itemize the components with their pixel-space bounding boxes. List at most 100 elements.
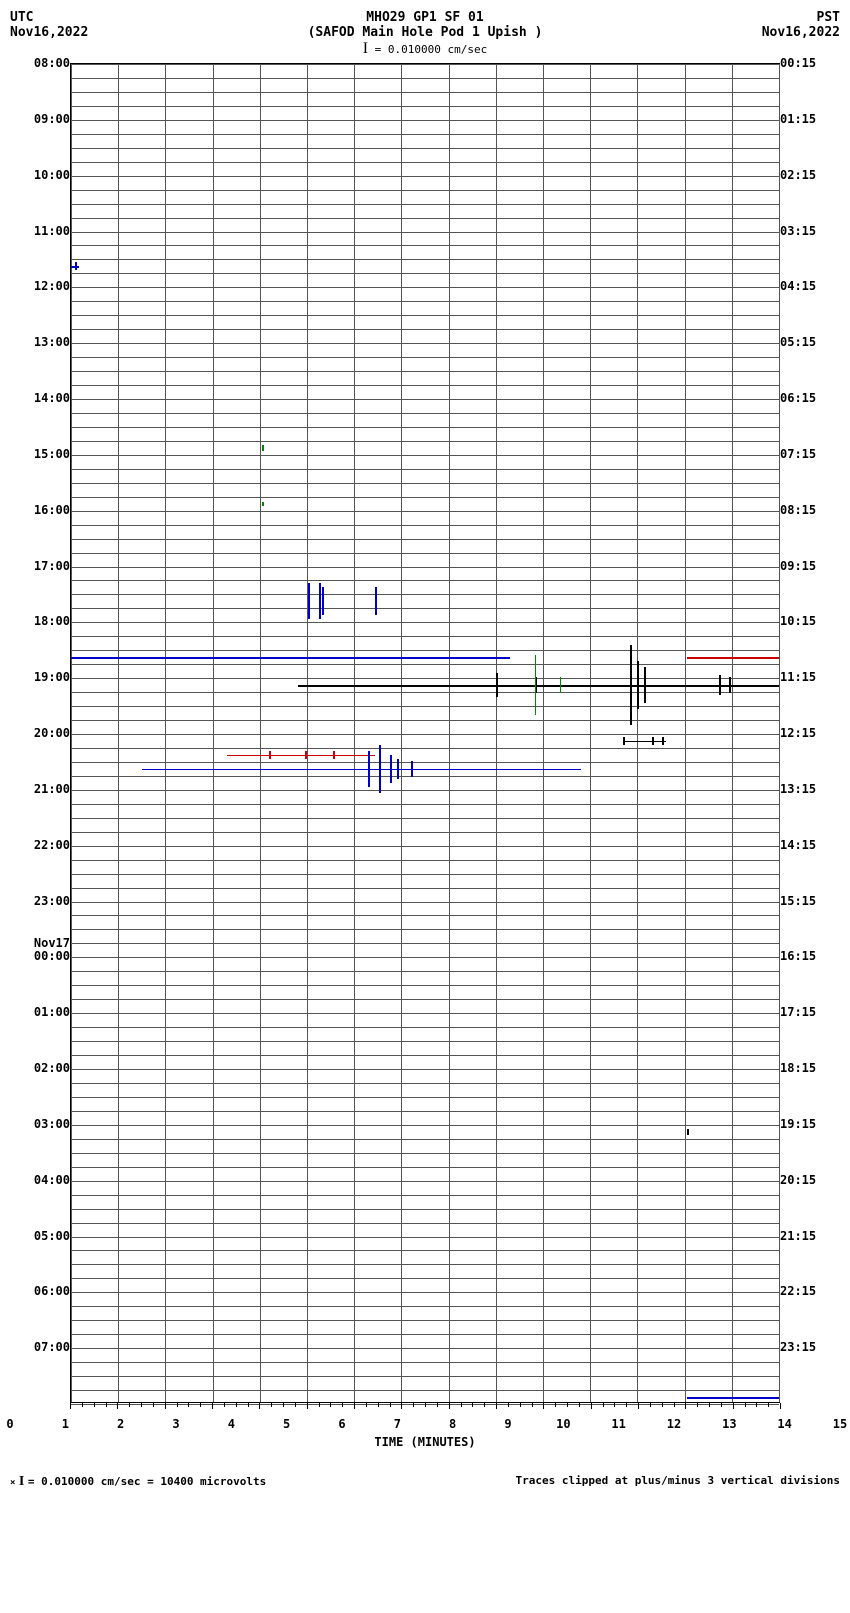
- grid-hline: [71, 1264, 779, 1265]
- grid-hline: [71, 441, 779, 442]
- grid-hline: [71, 762, 779, 763]
- grid-vline: [401, 64, 402, 1402]
- grid-hline: [71, 78, 779, 79]
- x-tick-label: 14: [777, 1417, 791, 1431]
- grid-hline: [71, 1167, 779, 1168]
- trace-spike: [305, 751, 307, 759]
- trace-segment: [687, 1397, 779, 1399]
- left-hour-label: 17:00: [34, 559, 70, 573]
- x-tick-label: 3: [172, 1417, 179, 1431]
- grid-hline: [71, 413, 779, 414]
- y-labels-left: 08:0009:0010:0011:0012:0013:0014:0015:00…: [10, 63, 70, 1403]
- right-hour-label: 23:15: [780, 1340, 816, 1354]
- grid-hline: [71, 148, 779, 149]
- right-hour-label: 22:15: [780, 1284, 816, 1298]
- left-hour-label: 14:00: [34, 391, 70, 405]
- x-tick: [177, 1403, 178, 1407]
- grid-hline: [71, 1250, 779, 1251]
- trace-segment: [227, 755, 376, 757]
- x-tick: [366, 1403, 367, 1407]
- grid-hline: [71, 64, 779, 65]
- grid-hline: [71, 943, 779, 944]
- grid-hline: [71, 399, 779, 400]
- right-hour-label: 12:15: [780, 726, 816, 740]
- grid-hline: [71, 371, 779, 372]
- grid-hline: [71, 929, 779, 930]
- grid-hline: [71, 790, 779, 791]
- x-tick: [390, 1403, 391, 1407]
- trace-segment: [623, 741, 665, 743]
- x-tick: [555, 1403, 556, 1407]
- right-hour-label: 06:15: [780, 391, 816, 405]
- x-tick: [307, 1403, 308, 1409]
- grid-hline: [71, 734, 779, 735]
- x-tick-label: 11: [611, 1417, 625, 1431]
- right-hour-label: 01:15: [780, 112, 816, 126]
- x-tick-label: 8: [449, 1417, 456, 1431]
- x-tick: [579, 1403, 580, 1407]
- x-tick: [508, 1403, 509, 1407]
- grid-hline: [71, 580, 779, 581]
- x-tick: [129, 1403, 130, 1407]
- grid-vline: [496, 64, 497, 1402]
- grid-hline: [71, 999, 779, 1000]
- right-hour-label: 21:15: [780, 1229, 816, 1243]
- x-tick: [650, 1403, 651, 1407]
- grid-hline: [71, 1125, 779, 1126]
- left-hour-label: 09:00: [34, 112, 70, 126]
- x-tick: [70, 1403, 71, 1409]
- grid-hline: [71, 120, 779, 121]
- title-2: (SAFOD Main Hole Pod 1 Upish ): [88, 25, 761, 40]
- trace-segment: [298, 685, 779, 687]
- grid-hline: [71, 329, 779, 330]
- x-tick: [461, 1403, 462, 1407]
- trace-spike: [687, 1129, 689, 1135]
- grid-hline: [71, 1306, 779, 1307]
- left-hour-label: 16:00: [34, 503, 70, 517]
- grid-vline: [637, 64, 638, 1402]
- tz-right: PST: [762, 10, 840, 25]
- right-hour-label: 13:15: [780, 782, 816, 796]
- x-tick: [745, 1403, 746, 1407]
- grid-hline: [71, 106, 779, 107]
- grid-hline: [71, 469, 779, 470]
- x-tick: [94, 1403, 95, 1407]
- grid-vline: [685, 64, 686, 1402]
- x-tick: [153, 1403, 154, 1407]
- x-tick: [674, 1403, 675, 1407]
- grid-hline: [71, 1195, 779, 1196]
- grid-hline: [71, 1237, 779, 1238]
- trace-spike: [729, 677, 731, 693]
- trace-spike: [719, 675, 721, 695]
- grid-hline: [71, 287, 779, 288]
- grid-hline: [71, 594, 779, 595]
- grid-hline: [71, 1139, 779, 1140]
- grid-hline: [71, 915, 779, 916]
- left-hour-label: 04:00: [34, 1173, 70, 1187]
- x-tick-label: 1: [62, 1417, 69, 1431]
- right-hour-label: 15:15: [780, 894, 816, 908]
- right-hour-label: 18:15: [780, 1061, 816, 1075]
- trace-spike: [652, 737, 654, 745]
- right-hour-label: 14:15: [780, 838, 816, 852]
- grid-hline: [71, 357, 779, 358]
- grid-hline: [71, 1041, 779, 1042]
- grid-hline: [71, 301, 779, 302]
- right-hour-label: 19:15: [780, 1117, 816, 1131]
- x-tick: [721, 1403, 722, 1407]
- grid-hline: [71, 427, 779, 428]
- grid-hline: [71, 720, 779, 721]
- right-hour-label: 10:15: [780, 614, 816, 628]
- grid-hline: [71, 888, 779, 889]
- grid-hline: [71, 511, 779, 512]
- x-tick-label: 4: [228, 1417, 235, 1431]
- x-tick: [567, 1403, 568, 1407]
- x-tick: [200, 1403, 201, 1407]
- x-tick: [543, 1403, 544, 1409]
- grid-hline: [71, 902, 779, 903]
- x-tick: [449, 1403, 450, 1409]
- grid-hline: [71, 1334, 779, 1335]
- footer-left: × I = 0.010000 cm/sec = 10400 microvolts: [10, 1474, 266, 1490]
- grid-vline: [213, 64, 214, 1402]
- trace-segment: [71, 657, 510, 659]
